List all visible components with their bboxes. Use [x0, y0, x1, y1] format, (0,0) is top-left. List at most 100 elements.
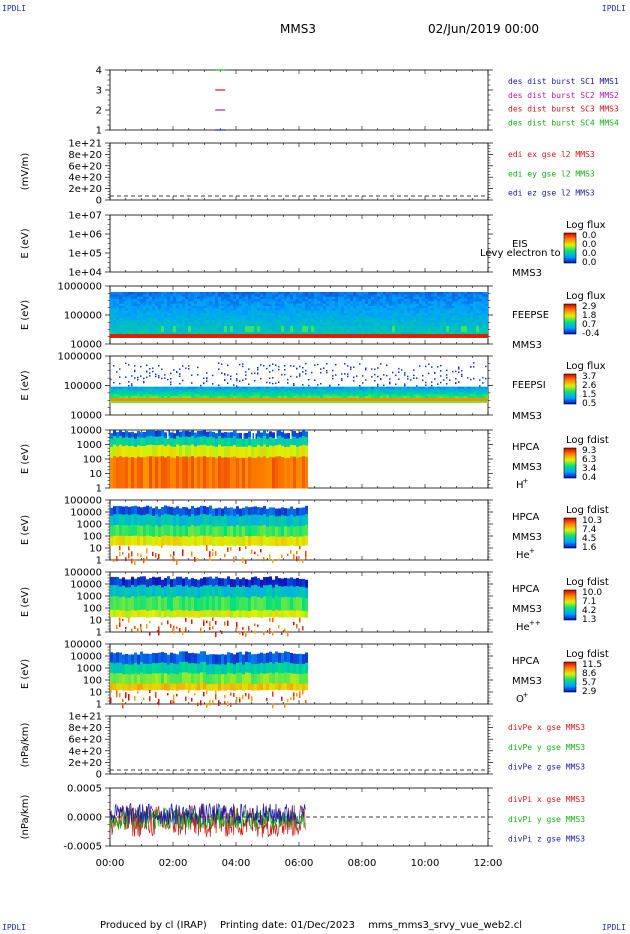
- spectrogram-cell: [293, 315, 296, 319]
- spectrogram-cell: [254, 401, 257, 403]
- spectrogram-cell: [191, 329, 194, 333]
- spectrogram-cell: [365, 313, 368, 316]
- spectrogram-cell: [347, 396, 350, 399]
- spectrogram-cell: [332, 299, 335, 302]
- spectrogram-cell: [113, 292, 116, 295]
- spectrogram-cell: [329, 329, 332, 333]
- spectrogram-cell: [239, 315, 242, 319]
- spectrogram-cell: [440, 375, 442, 377]
- spectrogram-cell: [299, 306, 302, 309]
- spectrogram-cell: [374, 324, 377, 328]
- spectrogram-cell: [122, 324, 125, 328]
- spectrogram-cell: [419, 324, 422, 328]
- spectrogram-cell: [284, 388, 287, 391]
- spectrogram-cell: [485, 390, 488, 393]
- spectrogram-cell: [359, 327, 362, 330]
- spectrogram-cell: [122, 457, 125, 489]
- spectrogram-cell: [131, 506, 134, 515]
- spectrogram-cell: [284, 433, 287, 440]
- spectrogram-cell: [281, 313, 284, 316]
- spectrogram-cell: [473, 377, 475, 380]
- spectrogram-cell: [194, 386, 197, 390]
- spectrogram-cell: [287, 508, 290, 517]
- spectrogram-cell: [323, 388, 326, 391]
- spectrogram-cell: [293, 388, 296, 391]
- spectrogram-cell: [431, 384, 433, 387]
- spectrogram-cell: [434, 317, 437, 321]
- spectrogram-cell: [302, 322, 305, 326]
- spectrogram-cell: [377, 327, 380, 330]
- spectrogram-cell: [188, 320, 191, 323]
- colorbar-title: Log flux: [566, 291, 606, 302]
- y-tick-label: 1000: [77, 520, 102, 531]
- spectrogram-cell: [245, 294, 248, 298]
- spectrogram-cell: [200, 392, 203, 395]
- spectrogram-cell: [119, 368, 121, 370]
- spectrogram-cell: [236, 386, 239, 390]
- spectrogram-cell: [305, 306, 308, 309]
- spectrogram-cell: [122, 506, 125, 516]
- spectrogram-cell: [236, 379, 238, 382]
- spectrogram-cell: [482, 390, 485, 393]
- spectrogram-cell: [161, 310, 164, 314]
- spectrogram-cell: [338, 322, 341, 326]
- spectrogram-cell: [254, 313, 257, 316]
- spectrogram-cell: [440, 292, 443, 295]
- spectrogram-cell: [191, 505, 194, 515]
- spectrogram-cell: [200, 401, 203, 403]
- spectrogram-cell: [260, 390, 263, 393]
- spectrogram-cell: [479, 296, 482, 300]
- spectrogram-cell: [113, 435, 116, 446]
- spectrogram-cell: [263, 334, 266, 338]
- spectrogram-cell: [221, 390, 224, 393]
- spectrogram-cell: [206, 392, 209, 395]
- spectrogram-cell: [227, 507, 230, 517]
- spectrogram-cell: [440, 299, 443, 302]
- spectrogram-cell: [152, 303, 155, 307]
- spectrogram-cell: [431, 390, 434, 393]
- legend-entry: edi ey gse l2 MMS3: [508, 169, 595, 178]
- spectrogram-cell: [281, 296, 284, 300]
- spectrogram-cell: [200, 390, 203, 393]
- spectrogram-cell: [254, 506, 257, 515]
- spectrogram-cell: [293, 386, 296, 390]
- spectrogram-cell: [317, 317, 320, 321]
- spectrogram-cell: [134, 388, 137, 391]
- spectrogram-cell: [335, 313, 338, 316]
- spectrogram-cell: [110, 398, 113, 401]
- spectrogram-cell: [248, 310, 251, 314]
- spectrogram-cell: [191, 430, 194, 437]
- spectrogram-cell: [470, 398, 473, 401]
- spectrogram-cell: [413, 327, 416, 330]
- spectrogram-cell: [257, 367, 259, 369]
- spectrogram-cell: [194, 396, 197, 399]
- spectrogram-cell: [296, 327, 299, 330]
- spectrogram-cell: [365, 299, 368, 302]
- spectrogram-cell: [296, 303, 299, 307]
- spectrogram-cell: [134, 294, 137, 298]
- spectrogram-cell: [179, 398, 182, 401]
- spectrogram-cell: [116, 524, 119, 537]
- spectrogram-cell: [164, 535, 167, 546]
- spectrogram-cell: [206, 506, 209, 516]
- spectrogram-cell: [380, 315, 383, 319]
- spectrogram-cell: [461, 373, 463, 376]
- spectrogram-cell: [299, 296, 302, 300]
- spectrogram-cell: [176, 294, 179, 298]
- spectrogram-cell: [377, 386, 380, 390]
- spectrogram-cell: [206, 545, 208, 551]
- spectrogram-cell: [371, 301, 374, 305]
- species-label: MMS3: [512, 462, 542, 473]
- spectrogram-cell: [230, 322, 233, 326]
- spectrogram-cell: [248, 299, 251, 302]
- spectrogram-cell: [140, 327, 143, 330]
- spectrogram-cell: [167, 317, 170, 321]
- spectrogram-cell: [173, 310, 176, 314]
- spectrogram-cell: [284, 457, 287, 489]
- spectrogram-gap: [167, 431, 169, 439]
- spectrogram-cell: [200, 398, 203, 401]
- spectrogram-cell: [305, 373, 307, 375]
- spectrogram-cell: [395, 383, 397, 385]
- spectrogram-cell: [152, 392, 155, 395]
- spectrogram-cell: [407, 398, 410, 401]
